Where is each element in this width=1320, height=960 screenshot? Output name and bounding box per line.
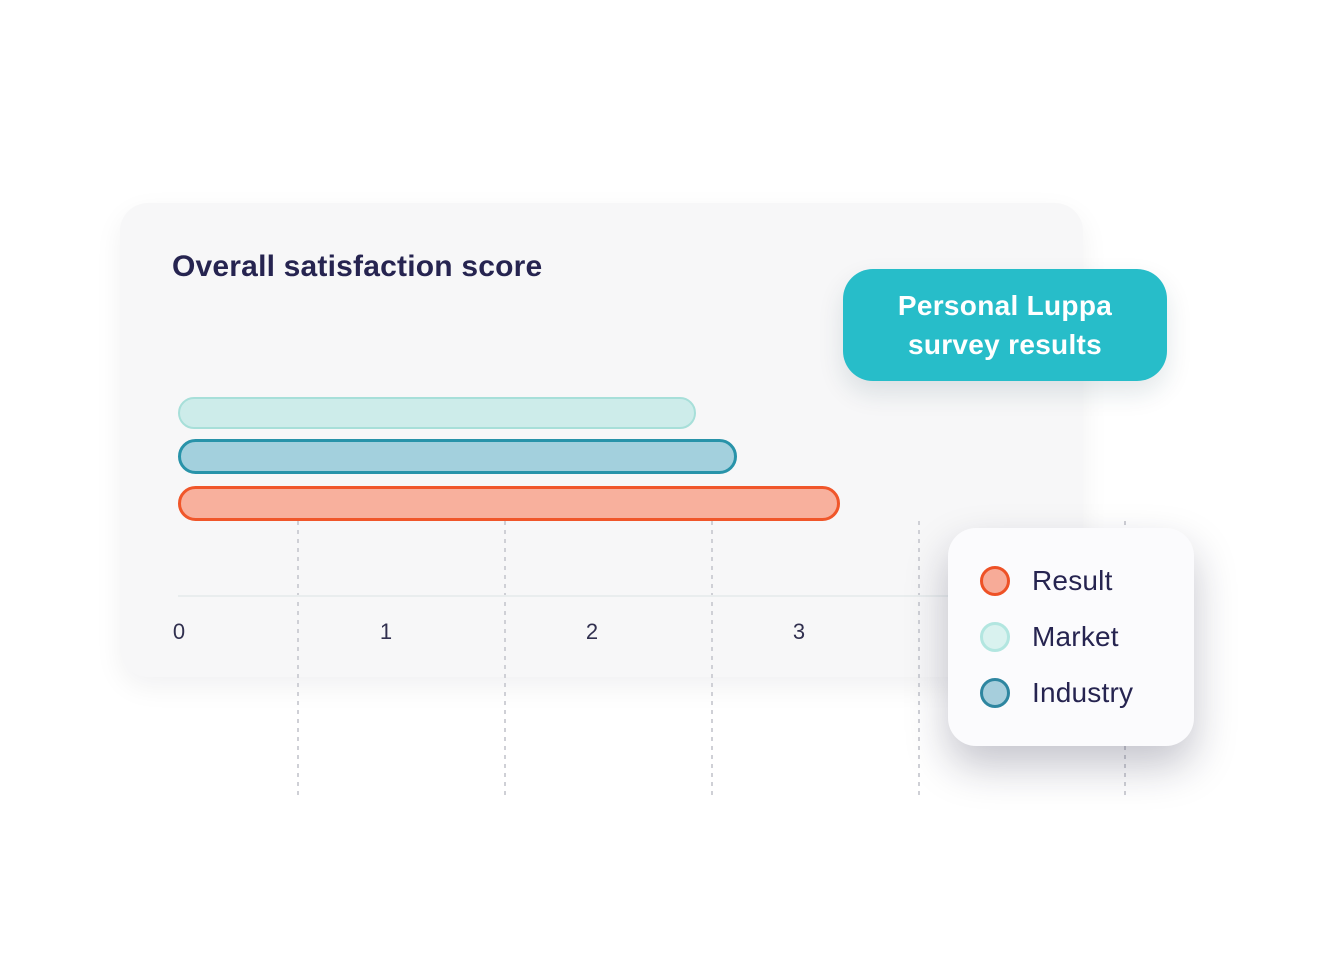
bar-result [178, 486, 840, 521]
bar-market [178, 397, 696, 429]
legend-label-industry: Industry [1032, 677, 1134, 708]
legend-item-market: Market [948, 609, 1194, 665]
x-tick-1: 1 [379, 619, 393, 644]
legend-label-market: Market [1032, 621, 1119, 652]
legend-item-result: Result [948, 553, 1194, 609]
legend-swatch-market-icon [980, 622, 1010, 652]
legend-swatch-industry-icon [980, 678, 1010, 708]
gridline-1 [504, 521, 506, 800]
legend-swatch-result-icon [980, 566, 1010, 596]
gridline-3 [918, 521, 920, 800]
legend-item-industry: Industry [948, 665, 1194, 721]
badge-text-line1: Personal Luppa [897, 290, 1113, 321]
x-tick-2: 2 [585, 619, 599, 644]
gridline-0 [297, 521, 299, 800]
badge-text-line2: survey results [907, 329, 1103, 360]
survey-results-badge: Personal Luppa survey results [843, 269, 1167, 381]
bar-industry [178, 439, 737, 474]
gridline-2 [711, 521, 713, 800]
x-tick-3: 3 [792, 619, 806, 644]
legend-label-result: Result [1032, 565, 1113, 596]
x-tick-0: 0 [172, 619, 186, 644]
chart-title: Overall satisfaction score [172, 250, 543, 283]
x-axis-baseline [178, 595, 1046, 597]
legend-card: Result Market Industry [948, 528, 1194, 746]
